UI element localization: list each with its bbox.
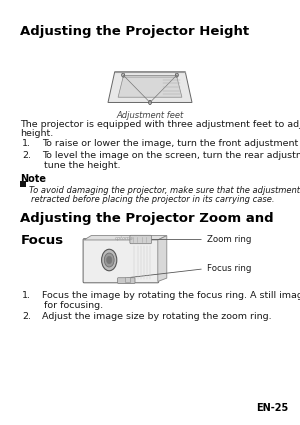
Text: 1.: 1. (22, 139, 31, 148)
Circle shape (104, 253, 114, 267)
Text: To level the image on the screen, turn the rear adjustment feet to fine-: To level the image on the screen, turn t… (42, 151, 300, 160)
Text: 2.: 2. (22, 312, 31, 321)
Text: To raise or lower the image, turn the front adjustment foot.: To raise or lower the image, turn the fr… (42, 139, 300, 148)
FancyBboxPatch shape (130, 235, 152, 244)
Text: Focus: Focus (20, 234, 64, 247)
Text: Focus ring: Focus ring (207, 264, 251, 273)
Text: 1.: 1. (22, 291, 31, 300)
Text: Adjustment feet: Adjustment feet (116, 110, 184, 119)
Text: retracted before placing the projector in its carrying case.: retracted before placing the projector i… (31, 195, 274, 204)
FancyBboxPatch shape (118, 278, 135, 283)
Circle shape (106, 256, 112, 264)
Text: The projector is equipped with three adjustment feet to adjust the image: The projector is equipped with three adj… (20, 120, 300, 129)
Circle shape (102, 249, 117, 271)
Text: Note: Note (20, 174, 46, 184)
Polygon shape (84, 235, 167, 240)
Text: Adjusting the Projector Zoom and: Adjusting the Projector Zoom and (20, 212, 274, 225)
Polygon shape (118, 77, 182, 97)
Bar (124, 277, 130, 281)
Text: 2.: 2. (22, 151, 31, 160)
Text: height.: height. (20, 129, 54, 138)
Text: Zoom ring: Zoom ring (207, 235, 251, 244)
Text: optoma: optoma (115, 235, 134, 241)
Text: for focusing.: for focusing. (44, 301, 103, 310)
Circle shape (148, 100, 152, 105)
Text: Adjusting the Projector Height: Adjusting the Projector Height (20, 26, 250, 39)
Circle shape (176, 73, 178, 77)
FancyBboxPatch shape (83, 239, 159, 283)
Polygon shape (158, 235, 167, 281)
Text: Adjust the image size by rotating the zoom ring.: Adjust the image size by rotating the zo… (42, 312, 272, 321)
Text: tune the height.: tune the height. (44, 161, 120, 170)
Polygon shape (108, 72, 192, 102)
Text: Focus the image by rotating the focus ring. A still image is recommended: Focus the image by rotating the focus ri… (42, 291, 300, 300)
Bar (20, 181, 26, 187)
Text: EN-25: EN-25 (256, 403, 288, 413)
Circle shape (122, 73, 124, 77)
Text: To avoid damaging the projector, make sure that the adjustment feet are fully: To avoid damaging the projector, make su… (29, 186, 300, 195)
